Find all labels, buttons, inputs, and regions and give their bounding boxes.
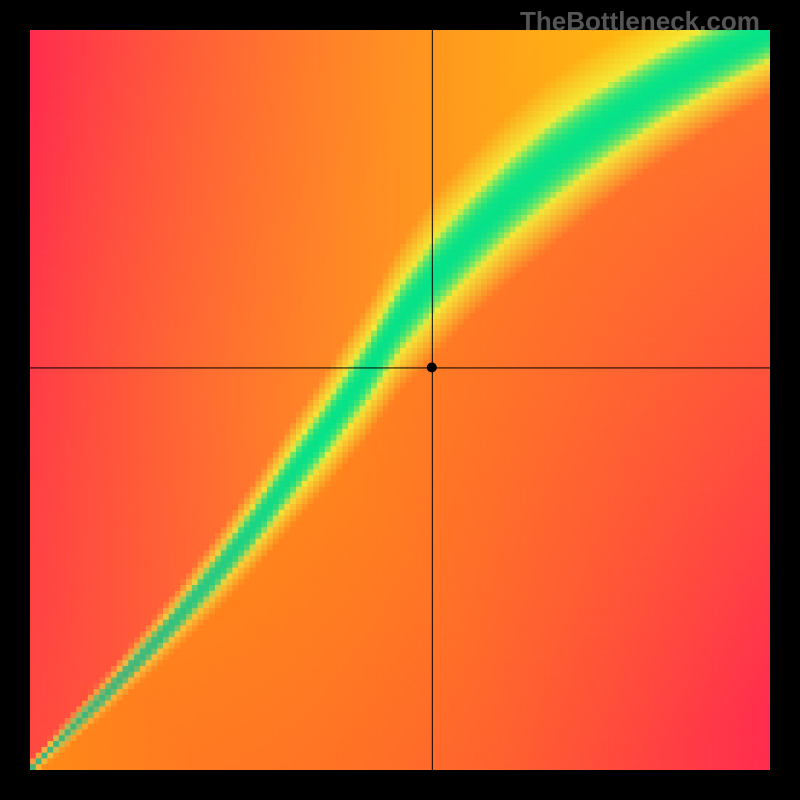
bottleneck-heatmap xyxy=(30,30,770,770)
watermark-text: TheBottleneck.com xyxy=(520,6,760,37)
